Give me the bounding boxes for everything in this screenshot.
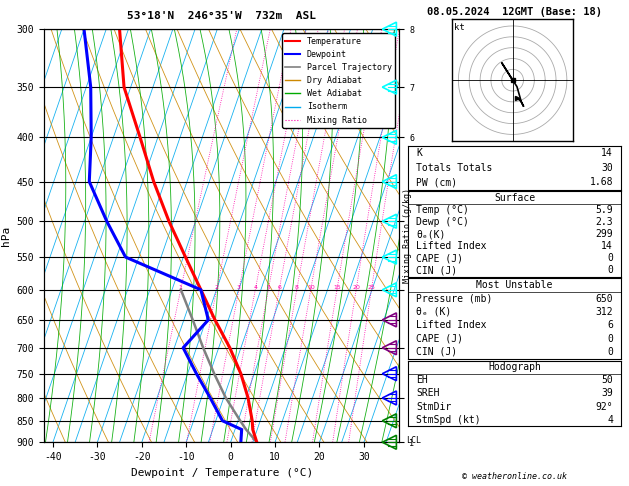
Text: 39: 39 <box>601 388 613 399</box>
Text: 30: 30 <box>601 163 613 173</box>
Text: Mixing Ratio (g/kg): Mixing Ratio (g/kg) <box>403 188 411 283</box>
Text: kt: kt <box>454 23 465 32</box>
Text: 5.9: 5.9 <box>595 205 613 215</box>
Text: 3: 3 <box>237 285 241 290</box>
Text: Lifted Index: Lifted Index <box>416 241 487 251</box>
Text: SREH: SREH <box>416 388 440 399</box>
Text: 53°18'N  246°35'W  732m  ASL: 53°18'N 246°35'W 732m ASL <box>127 11 316 21</box>
Text: 650: 650 <box>595 294 613 304</box>
Text: 8: 8 <box>295 285 299 290</box>
Text: CIN (J): CIN (J) <box>416 265 457 276</box>
Text: Surface: Surface <box>494 192 535 203</box>
Text: Lifted Index: Lifted Index <box>416 320 487 330</box>
Text: 4: 4 <box>253 285 257 290</box>
Text: θₑ(K): θₑ(K) <box>416 229 445 239</box>
Text: LCL: LCL <box>406 435 421 445</box>
Text: 50: 50 <box>601 375 613 385</box>
Text: 20: 20 <box>352 285 360 290</box>
Text: 4: 4 <box>607 415 613 425</box>
Text: 08.05.2024  12GMT (Base: 18): 08.05.2024 12GMT (Base: 18) <box>426 7 602 17</box>
Text: CIN (J): CIN (J) <box>416 347 457 357</box>
Text: StmDir: StmDir <box>416 401 452 412</box>
Text: Most Unstable: Most Unstable <box>476 280 553 290</box>
Text: 0: 0 <box>607 347 613 357</box>
Text: θₑ (K): θₑ (K) <box>416 307 452 317</box>
Y-axis label: km
ASL: km ASL <box>423 226 438 245</box>
Text: 1.68: 1.68 <box>589 177 613 187</box>
Text: PW (cm): PW (cm) <box>416 177 457 187</box>
Text: 299: 299 <box>595 229 613 239</box>
Text: 0: 0 <box>607 265 613 276</box>
Text: Pressure (mb): Pressure (mb) <box>416 294 493 304</box>
Text: 5: 5 <box>266 285 270 290</box>
Text: EH: EH <box>416 375 428 385</box>
Text: 1: 1 <box>179 285 182 290</box>
Text: © weatheronline.co.uk: © weatheronline.co.uk <box>462 472 567 481</box>
Text: 14: 14 <box>601 148 613 158</box>
Text: 0: 0 <box>607 253 613 263</box>
Text: 6: 6 <box>277 285 281 290</box>
Text: 2: 2 <box>214 285 219 290</box>
Text: StmSpd (kt): StmSpd (kt) <box>416 415 481 425</box>
Text: 2.3: 2.3 <box>595 217 613 227</box>
Text: CAPE (J): CAPE (J) <box>416 253 463 263</box>
X-axis label: Dewpoint / Temperature (°C): Dewpoint / Temperature (°C) <box>131 468 313 478</box>
Text: 92°: 92° <box>595 401 613 412</box>
Legend: Temperature, Dewpoint, Parcel Trajectory, Dry Adiabat, Wet Adiabat, Isotherm, Mi: Temperature, Dewpoint, Parcel Trajectory… <box>282 34 395 128</box>
Text: K: K <box>416 148 422 158</box>
Text: Hodograph: Hodograph <box>488 362 541 372</box>
Text: 312: 312 <box>595 307 613 317</box>
Text: Totals Totals: Totals Totals <box>416 163 493 173</box>
Text: 10: 10 <box>307 285 314 290</box>
Text: Temp (°C): Temp (°C) <box>416 205 469 215</box>
Text: 14: 14 <box>601 241 613 251</box>
Text: 15: 15 <box>333 285 341 290</box>
Text: 6: 6 <box>607 320 613 330</box>
Text: CAPE (J): CAPE (J) <box>416 333 463 344</box>
Text: 25: 25 <box>367 285 376 290</box>
Text: Dewp (°C): Dewp (°C) <box>416 217 469 227</box>
Y-axis label: hPa: hPa <box>1 226 11 246</box>
Text: 0: 0 <box>607 333 613 344</box>
